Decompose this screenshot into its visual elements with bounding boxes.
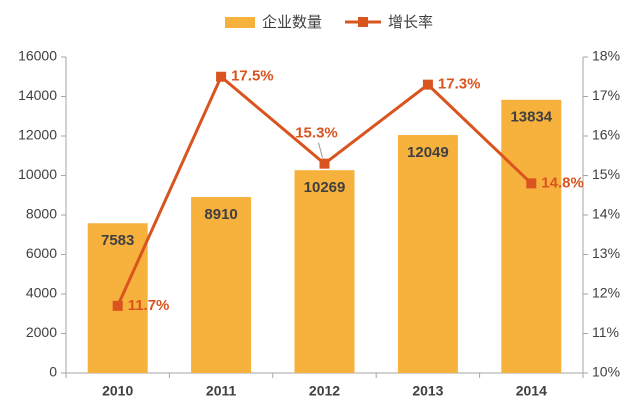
line-value-label: 11.7%: [128, 297, 170, 314]
line-marker: [422, 79, 433, 90]
bar: [191, 197, 252, 373]
y2-tick-label: 10%: [592, 364, 620, 380]
y2-tick-label: 13%: [592, 245, 620, 261]
line-value-label: 17.3%: [438, 76, 481, 93]
bar: [87, 223, 148, 373]
x-tick-label: 2012: [309, 383, 340, 399]
bar: [501, 99, 562, 373]
y-tick-label: 0: [49, 364, 57, 380]
x-tick-label: 2010: [102, 383, 133, 399]
y2-tick-label: 11%: [592, 324, 619, 340]
legend-label: 企业数量: [262, 13, 322, 31]
legend-swatch: [358, 17, 368, 27]
y2-tick-label: 12%: [592, 285, 620, 301]
y-tick-label: 8000: [26, 206, 57, 222]
y-tick-label: 12000: [18, 127, 57, 143]
line-marker: [112, 300, 123, 311]
bar-value-label: 8910: [204, 206, 237, 223]
x-tick-label: 2013: [412, 383, 443, 399]
bar-value-label: 13834: [510, 109, 552, 126]
y-tick-label: 6000: [26, 245, 57, 261]
y-tick-label: 10000: [18, 166, 57, 182]
y2-tick-label: 18%: [592, 48, 620, 64]
y2-tick-label: 16%: [592, 127, 620, 143]
leader-line: [318, 142, 323, 158]
bar: [397, 135, 458, 373]
y2-tick-label: 14%: [592, 206, 620, 222]
line-value-label: 17.5%: [231, 68, 274, 85]
line-marker: [216, 71, 227, 82]
x-tick-label: 2011: [206, 383, 237, 399]
line-marker: [319, 158, 330, 169]
bar: [294, 170, 355, 373]
bar-value-label: 10269: [304, 179, 346, 196]
legend-label: 增长率: [388, 14, 433, 31]
x-tick-label: 2014: [516, 383, 547, 399]
legend-swatch: [225, 17, 255, 28]
y2-tick-label: 15%: [592, 166, 620, 182]
bar-value-label: 7583: [101, 232, 134, 249]
y2-tick-label: 17%: [592, 87, 620, 103]
line-marker: [526, 178, 537, 189]
y-tick-label: 2000: [26, 324, 57, 340]
line-value-label: 15.3%: [295, 125, 338, 142]
line-value-label: 14.8%: [541, 174, 584, 191]
bar-value-label: 12049: [407, 144, 449, 161]
y-tick-label: 4000: [26, 285, 57, 301]
y-tick-label: 16000: [18, 48, 57, 64]
y-tick-label: 14000: [18, 87, 57, 103]
